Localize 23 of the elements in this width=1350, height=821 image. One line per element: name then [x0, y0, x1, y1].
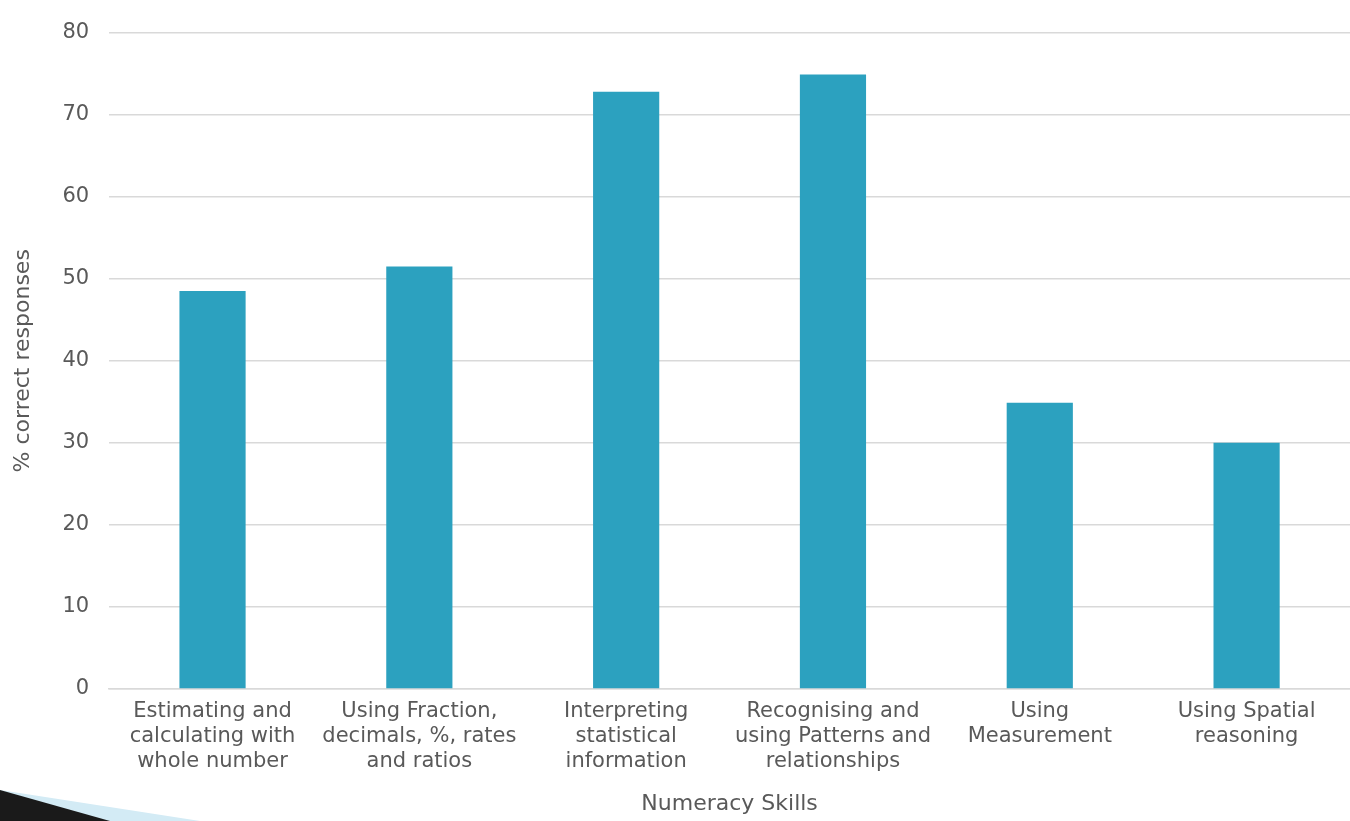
y-tick-label: 10	[62, 593, 90, 618]
y-tick-label: 80	[62, 19, 90, 44]
y-tick-label: 70	[62, 101, 90, 126]
y-tick-label: 50	[62, 265, 90, 290]
y-tick-label: 0	[75, 675, 90, 700]
x-tick-label: Using Spatial reasoning	[1177, 698, 1316, 748]
bar	[1006, 402, 1073, 689]
bar	[593, 91, 660, 689]
x-axis-title: Numeracy Skills	[641, 789, 818, 815]
x-tick-label: Using Measurement	[967, 698, 1112, 748]
bar	[1213, 442, 1280, 689]
y-tick-label: 40	[62, 347, 90, 372]
bar	[799, 74, 867, 689]
y-tick-label: 20	[62, 511, 90, 536]
y-tick-label: 30	[62, 429, 90, 454]
y-axis-title: % correct responses	[8, 249, 34, 473]
x-tick-label: Recognising and using Patterns and relationships	[734, 698, 932, 773]
bar	[179, 291, 246, 689]
bar	[386, 266, 453, 689]
x-tick-label: Estimating and calculating with whole number	[129, 698, 296, 773]
x-tick-label: Using Fraction, decimals, %, rates and ratios	[322, 698, 517, 773]
y-tick-label: 60	[62, 183, 90, 208]
x-tick-label: Interpreting statistical information	[563, 698, 689, 773]
